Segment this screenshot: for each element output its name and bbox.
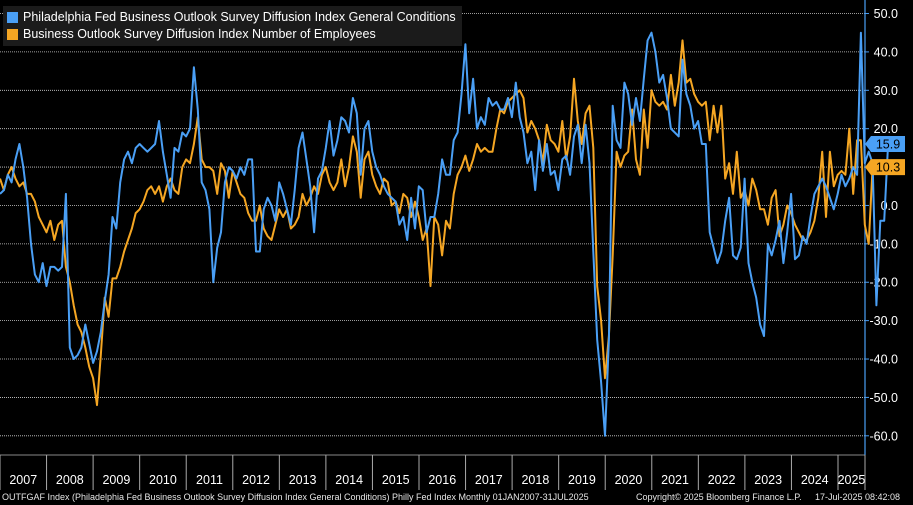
footer-timestamp: 17-Jul-2025 08:42:08 <box>815 492 901 502</box>
plot-background <box>0 0 913 490</box>
footer: OUTFGAF Index (Philadelphia Fed Business… <box>0 490 913 505</box>
y-tick-label: 40.0 <box>874 45 898 59</box>
legend-label-employees: Business Outlook Survey Diffusion Index … <box>23 27 376 41</box>
y-tick-label: -50.0 <box>870 391 899 405</box>
y-tick-label: -40.0 <box>870 353 899 367</box>
last-value-badge-employees: 10.3 <box>865 159 905 176</box>
x-axis: 2007 2008 2009 2010 2011 2012 2013 2014 2015 2016… <box>0 454 866 490</box>
footer-source: OUTFGAF Index (Philadelphia Fed Business… <box>2 492 589 502</box>
legend-entry-employees: Business Outlook Survey Diffusion Index … <box>7 26 456 43</box>
x-tick-label: 2017 <box>475 473 503 487</box>
x-tick-label: 2013 <box>289 473 317 487</box>
x-tick-label: 2025 <box>838 473 866 487</box>
y-tick-label: -30.0 <box>870 314 899 328</box>
x-tick-label: 2011 <box>196 473 223 487</box>
y-tick-label: -20.0 <box>870 276 899 290</box>
x-tick-label: 2012 <box>242 473 270 487</box>
y-tick-label: 20.0 <box>874 122 898 136</box>
x-tick-label: 2024 <box>801 473 829 487</box>
x-tick-label: 2019 <box>568 473 596 487</box>
last-value-badge-bg <box>865 159 905 176</box>
x-tick-label: 2022 <box>708 473 736 487</box>
legend-label-general-conditions: Philadelphia Fed Business Outlook Survey… <box>23 10 456 24</box>
gridlines <box>0 13 865 437</box>
x-tick-label: 2023 <box>754 473 782 487</box>
x-tick-label: 2021 <box>661 473 689 487</box>
x-tick-label: 2020 <box>615 473 643 487</box>
x-tick-label: 2016 <box>428 473 456 487</box>
y-tick-label: -60.0 <box>870 429 899 443</box>
legend-entry-general-conditions: Philadelphia Fed Business Outlook Survey… <box>7 9 456 26</box>
y-tick-label: -10.0 <box>870 237 899 251</box>
last-value-labels: 15.9 10.3 <box>865 136 905 176</box>
line-chart: 2007 2008 2009 2010 2011 2012 2013 2014 2015 2016… <box>0 0 913 490</box>
last-value-badge-bg <box>865 136 905 153</box>
y-tick-label: 50.0 <box>874 7 898 21</box>
x-tick-label: 2007 <box>9 473 37 487</box>
x-tick-label: 2018 <box>521 473 549 487</box>
series-lines <box>0 31 890 437</box>
last-value-badge-general-conditions: 15.9 <box>865 136 905 153</box>
x-tick-label: 2009 <box>102 473 130 487</box>
last-value-label: 15.9 <box>876 138 900 152</box>
footer-copyright: Copyright© 2025 Bloomberg Finance L.P. <box>636 492 802 502</box>
legend-swatch-orange <box>7 29 18 40</box>
legend: Philadelphia Fed Business Outlook Survey… <box>3 6 462 46</box>
series-line-employees <box>0 39 874 407</box>
x-tick-label: 2015 <box>382 473 410 487</box>
y-tick-label: 30.0 <box>874 84 898 98</box>
series-line-general-conditions <box>0 31 890 437</box>
x-tick-label: 2014 <box>335 473 363 487</box>
x-tick-label: 2008 <box>56 473 84 487</box>
x-tick-label: 2010 <box>149 473 177 487</box>
y-tick-label: 0.0 <box>881 199 898 213</box>
legend-swatch-blue <box>7 12 18 23</box>
last-value-label: 10.3 <box>876 161 900 175</box>
